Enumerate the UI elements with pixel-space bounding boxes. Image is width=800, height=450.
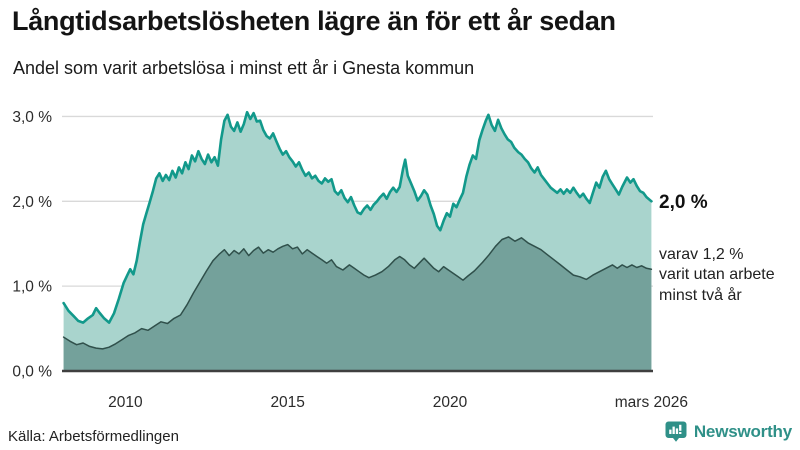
brand-name: Newsworthy xyxy=(693,422,792,441)
source-note: Källa: Arbetsförmedlingen xyxy=(8,428,179,445)
x-tick-label: mars 2026 xyxy=(615,394,688,411)
page-title: Långtidsarbetslösheten lägre än för ett … xyxy=(12,6,616,36)
x-tick-label: 2015 xyxy=(270,394,304,411)
end-value-label: 2,0 % xyxy=(659,192,708,213)
y-tick-label: 1,0 % xyxy=(12,279,52,296)
x-tick-label: 2010 xyxy=(108,394,143,411)
y-tick-label: 2,0 % xyxy=(12,194,52,211)
newsworthy-icon xyxy=(665,421,687,442)
page-subtitle: Andel som varit arbetslösa i minst ett å… xyxy=(13,58,475,78)
unemployed-min-two-years-area xyxy=(63,236,652,371)
secondary-annotation: varav 1,2 % varit utan arbete minst två … xyxy=(659,246,775,304)
bar-3 xyxy=(675,428,678,434)
unemployed-min-one-year-line xyxy=(62,110,653,324)
newsworthy-logo: Newsworthy xyxy=(664,420,792,444)
exclamation-dot xyxy=(678,432,682,434)
unemployed-min-two-years-line xyxy=(62,236,653,350)
bar-1 xyxy=(669,429,672,434)
y-tick-label: 3,0 % xyxy=(12,109,52,126)
bar-2 xyxy=(672,426,675,434)
y-tick-label: 0,0 % xyxy=(12,364,52,381)
x-tick-label: 2020 xyxy=(433,394,468,411)
exclamation-bar xyxy=(678,424,682,431)
